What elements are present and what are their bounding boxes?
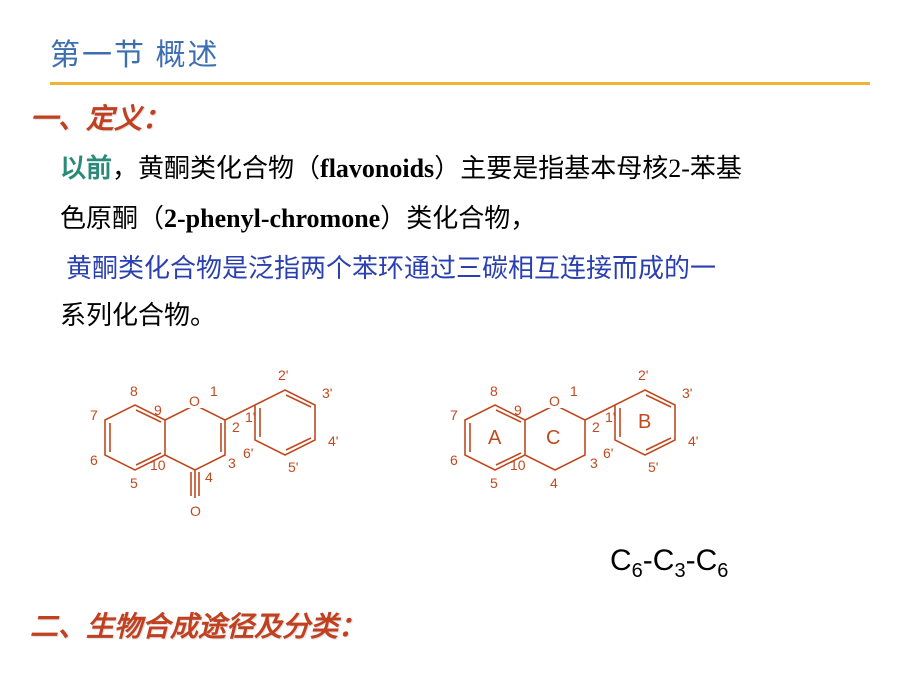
s2-10: 10 bbox=[510, 457, 526, 473]
p1-text-b: ）主要是指基本母核2-苯基 bbox=[434, 154, 742, 183]
l-3: 3 bbox=[228, 455, 236, 471]
ring-C: C bbox=[546, 427, 560, 449]
highlight-word: 以前 bbox=[60, 154, 112, 183]
p1-text-a: ，黄酮类化合物（ bbox=[112, 154, 320, 183]
ring-B: B bbox=[638, 411, 651, 433]
paragraph-2a: 黄酮类化合物是泛指两个苯环通过三碳相互连接而成的一 bbox=[66, 247, 870, 291]
l-5: 5 bbox=[130, 475, 138, 491]
s2-3: 3 bbox=[590, 455, 598, 471]
s2-4: 4 bbox=[550, 475, 558, 491]
label-O2: O bbox=[549, 393, 560, 409]
ring-A: A bbox=[488, 427, 502, 449]
l-4: 4 bbox=[205, 469, 213, 485]
l-6: 6 bbox=[90, 452, 98, 468]
l-7: 7 bbox=[90, 407, 98, 423]
l-5p: 5' bbox=[288, 459, 298, 475]
p1b-post: ）类化合物， bbox=[380, 204, 536, 233]
label-O-dbl: O bbox=[190, 503, 201, 519]
section-1-heading: 一、定义： bbox=[30, 97, 870, 137]
s2-5: 5 bbox=[490, 475, 498, 491]
s2-2: 2 bbox=[592, 419, 600, 435]
paragraph-1: 以前，黄酮类化合物（flavonoids）主要是指基本母核2-苯基 bbox=[60, 147, 870, 191]
p1b-pre: 色原酮（ bbox=[60, 204, 164, 233]
s2-1: 1 bbox=[570, 383, 578, 399]
structure-1: O O 1 2 3 4 5 6 7 8 9 10 1' 2' 3' 4' 5' bbox=[50, 350, 410, 550]
structure-2: O A C B 1 2 3 4 5 6 7 8 9 10 1' 2' 3' 4' bbox=[410, 350, 810, 550]
l-2: 2 bbox=[232, 419, 240, 435]
l-2p: 2' bbox=[278, 367, 288, 383]
s2-6: 6 bbox=[450, 452, 458, 468]
paragraph-2b: 系列化合物。 bbox=[60, 294, 870, 338]
s2-5p: 5' bbox=[648, 459, 658, 475]
latin-flavonoids: flavonoids bbox=[320, 154, 434, 183]
label-O: O bbox=[189, 393, 200, 409]
section-2-heading: 二、生物合成途径及分类： bbox=[30, 605, 870, 645]
latin-chromone: 2-phenyl-chromone bbox=[164, 204, 380, 233]
l-1: 1 bbox=[210, 383, 218, 399]
s2-4p: 4' bbox=[688, 433, 698, 449]
slide-content: 第一节 概述 一、定义： 以前，黄酮类化合物（flavonoids）主要是指基本… bbox=[0, 0, 920, 665]
slide-title: 第一节 概述 bbox=[50, 30, 870, 85]
s2-2p: 2' bbox=[638, 367, 648, 383]
s2-3p: 3' bbox=[682, 385, 692, 401]
s2-8: 8 bbox=[490, 383, 498, 399]
s2-6p: 6' bbox=[603, 445, 613, 461]
l-4p: 4' bbox=[328, 433, 338, 449]
s2-1p: 1' bbox=[605, 409, 615, 425]
structure-diagrams: O O 1 2 3 4 5 6 7 8 9 10 1' 2' 3' 4' 5' bbox=[50, 350, 870, 550]
l-10: 10 bbox=[150, 457, 166, 473]
s2-7: 7 bbox=[450, 407, 458, 423]
s2-9: 9 bbox=[514, 402, 522, 418]
l-1p: 1' bbox=[245, 409, 255, 425]
l-8: 8 bbox=[130, 383, 138, 399]
paragraph-1b: 色原酮（2-phenyl-chromone）类化合物， bbox=[60, 197, 870, 241]
l-6p: 6' bbox=[243, 445, 253, 461]
l-9: 9 bbox=[154, 402, 162, 418]
l-3p: 3' bbox=[322, 385, 332, 401]
